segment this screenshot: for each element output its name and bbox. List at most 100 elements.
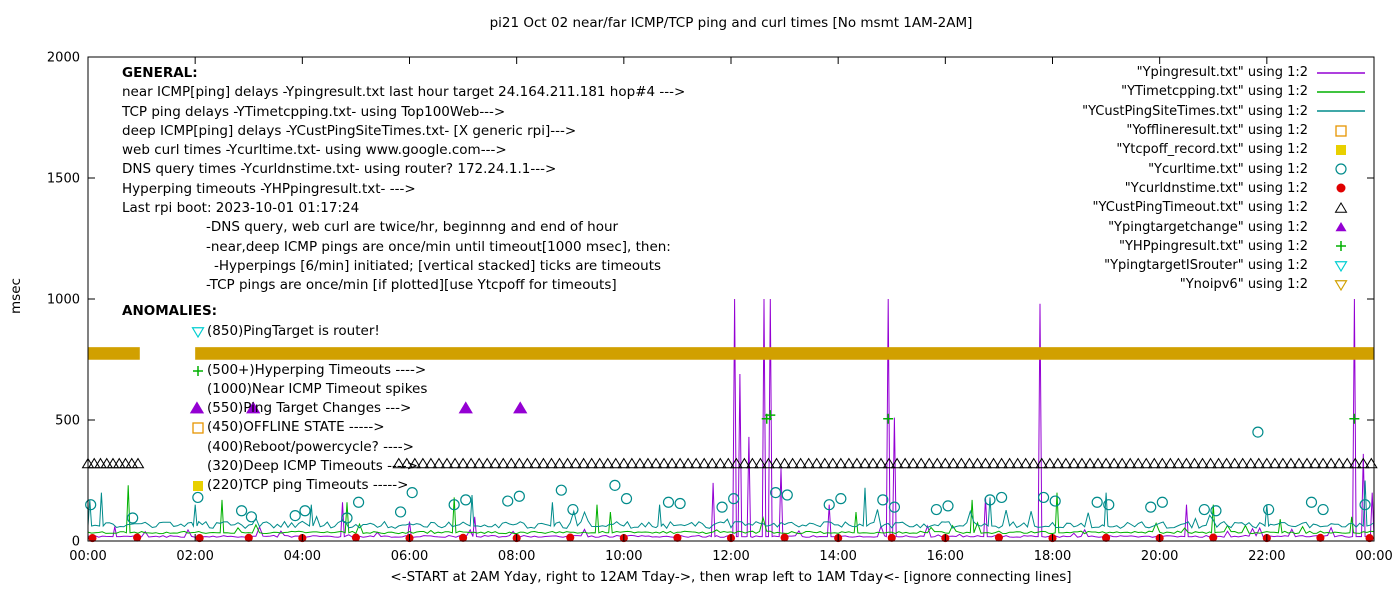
general-line: -DNS query, web curl are twice/hr, begin… — [206, 219, 619, 236]
general-line: -Hyperpings [6/min] initiated; [vertical… — [214, 257, 662, 274]
legend-plus-icon — [1336, 241, 1346, 252]
legend-label: "Ypingtargetchange" using 1:2 — [1108, 219, 1308, 235]
anomaly-text: (500+)Hyperping Timeouts ----> — [207, 361, 427, 378]
markers-ycurltime — [85, 426, 1371, 524]
anomaly-row: (850)PingTarget is router! — [191, 321, 427, 340]
legend-row: "YpingtargetISrouter" using 1:2 — [1082, 256, 1367, 275]
legend-row: "Ycurldnstime.txt" using 1:2 — [1082, 179, 1367, 198]
legend-line-sample — [1317, 110, 1365, 112]
legend-triangle-filled-icon — [1335, 222, 1347, 232]
general-line: Last rpi boot: 2023-10-01 01:17:24 — [122, 200, 360, 217]
chart-title: pi21 Oct 02 near/far ICMP/TCP ping and c… — [489, 15, 973, 31]
anomaly-text: (320)Deep ICMP Timeouts ----> — [207, 458, 418, 475]
legend-row: "Ypingresult.txt" using 1:2 — [1082, 63, 1367, 82]
x-tick-label: 18:00 — [1034, 549, 1071, 564]
legend-triangle-down-open-icon — [1334, 280, 1348, 292]
general-line: deep ICMP[ping] delays -YCustPingSiteTim… — [122, 122, 577, 139]
legend-label: "Ycurltime.txt" using 1:2 — [1148, 161, 1308, 177]
markers-yhppingresult — [761, 410, 1360, 424]
anomaly-row: (450)OFFLINE STATE -----> — [191, 418, 427, 437]
anomaly-text: (400)Reboot/powercycle? ----> — [207, 438, 414, 455]
x-tick-label: 08:00 — [498, 549, 535, 564]
y-tick-label: 2000 — [47, 51, 80, 66]
legend-triangle-down-open-icon — [1334, 260, 1348, 272]
legend-row: "Yofflineresult.txt" using 1:2 — [1082, 121, 1367, 140]
legend-line-sample — [1317, 91, 1365, 93]
legend-square-filled-icon — [1336, 144, 1346, 155]
anomaly-text: (550)Ping Target Changes ---> — [207, 400, 412, 417]
x-tick-label: 12:00 — [712, 549, 749, 564]
anomaly-text: (450)OFFLINE STATE -----> — [207, 419, 385, 436]
legend-row: "Ycurltime.txt" using 1:2 — [1082, 159, 1367, 178]
legend-row: "Ypingtargetchange" using 1:2 — [1082, 217, 1367, 236]
y-tick-label: 1000 — [47, 293, 80, 308]
legend-row: "YCustPingSiteTimes.txt" using 1:2 — [1082, 102, 1367, 121]
x-tick-label: 14:00 — [819, 549, 856, 564]
anomaly-row: (220)TCP ping Timeouts -----> — [191, 476, 427, 495]
x-tick-label: 16:00 — [927, 549, 964, 564]
anomaly-marker-spacer — [191, 459, 207, 473]
legend-square-open-icon — [1335, 124, 1347, 137]
general-header: GENERAL: — [122, 65, 198, 81]
x-tick-label: 10:00 — [605, 549, 642, 564]
legend-circle-open-icon — [1335, 163, 1347, 175]
legend-row: "YHPpingresult.txt" using 1:2 — [1082, 237, 1367, 256]
y-tick-label: 1500 — [47, 172, 80, 187]
legend: "Ypingresult.txt" using 1:2 "YTimetcpping… — [1082, 63, 1367, 295]
anomaly-triangle-down-open-icon — [191, 327, 205, 338]
band-ynoipv6 — [88, 347, 1375, 360]
general-line: -near,deep ICMP pings are once/min until… — [206, 238, 671, 255]
series-ycustpingsitetimes — [87, 480, 1375, 530]
general-line: TCP ping delays -YTimetcpping.txt- using… — [122, 103, 506, 120]
x-axis-label: <-START at 2AM Yday, right to 12AM Tday-… — [390, 569, 1072, 585]
anomaly-text: (850)PingTarget is router! — [207, 322, 380, 339]
general-line: near ICMP[ping] delays -Ypingresult.txt … — [122, 84, 686, 101]
anomaly-square-filled-icon — [193, 481, 203, 492]
x-tick-label: 22:00 — [1248, 549, 1285, 564]
anomaly-row: (550)Ping Target Changes ---> — [191, 398, 427, 417]
x-tick-label: 04:00 — [284, 549, 321, 564]
legend-row: "Ytcpoff_record.txt" using 1:2 — [1082, 140, 1367, 159]
anomaly-row: (320)Deep ICMP Timeouts ----> — [191, 456, 427, 475]
legend-label: "YCustPingSiteTimes.txt" using 1:2 — [1082, 103, 1308, 119]
anomaly-triangle-filled-icon — [192, 404, 204, 414]
y-tick-label: 500 — [55, 414, 80, 429]
legend-label: "YpingtargetISrouter" using 1:2 — [1104, 258, 1308, 274]
legend-label: "YHPpingresult.txt" using 1:2 — [1119, 238, 1308, 254]
legend-label: "Yofflineresult.txt" using 1:2 — [1126, 123, 1308, 139]
anomalies-header: ANOMALIES: — [122, 303, 218, 319]
anomaly-plus-icon — [193, 365, 203, 376]
markers-ycustpingtimeout — [81, 457, 1378, 469]
anomalies-annotations: ANOMALIES: (850)PingTarget is router! (500… — [122, 302, 427, 495]
y-tick-label: 0 — [72, 535, 80, 550]
legend-label: "YCustPingTimeout.txt" using 1:2 — [1092, 200, 1308, 216]
anomaly-text: (220)TCP ping Timeouts -----> — [207, 477, 409, 494]
legend-row: "YTimetcpping.txt" using 1:2 — [1082, 82, 1367, 101]
anomaly-row: (400)Reboot/powercycle? ----> — [191, 437, 427, 456]
anomaly-row: (1000)Near ICMP Timeout spikes — [191, 379, 427, 398]
legend-line-sample — [1317, 71, 1365, 74]
anomaly-marker-spacer — [191, 343, 207, 357]
general-line: web curl times -Ycurltime.txt- using www… — [122, 142, 507, 159]
anomaly-row — [191, 341, 427, 360]
legend-label: "Ycurldnstime.txt" using 1:2 — [1124, 180, 1308, 196]
legend-label: "Ytcpoff_record.txt" using 1:2 — [1116, 142, 1308, 158]
series-ytimetcpping — [87, 485, 1375, 535]
anomaly-square-open-icon — [192, 422, 204, 435]
axes: 00:00 02:00 04:00 06:00 08:00 10:00 12:00 14:00… — [47, 51, 1393, 565]
legend-row: "YCustPingTimeout.txt" using 1:2 — [1082, 198, 1367, 217]
anomaly-text: (1000)Near ICMP Timeout spikes — [207, 380, 428, 397]
general-annotations: GENERAL: near ICMP[ping] delays -Ypingres… — [122, 64, 685, 296]
legend-label: "Ypingresult.txt" using 1:2 — [1136, 65, 1308, 81]
x-tick-label: 00:00 — [1355, 549, 1392, 564]
general-line: DNS query times -Ycurldnstime.txt- using… — [122, 161, 557, 178]
x-tick-label: 06:00 — [391, 549, 428, 564]
legend-label: "YTimetcpping.txt" using 1:2 — [1121, 84, 1308, 100]
general-line: -TCP pings are once/min [if plotted][use… — [206, 277, 617, 294]
anomaly-marker-spacer — [191, 440, 207, 454]
general-line: Hyperping timeouts -YHPpingresult.txt- -… — [122, 180, 416, 197]
anomaly-row: (500+)Hyperping Timeouts ----> — [191, 360, 427, 379]
anomaly-marker-spacer — [191, 382, 207, 396]
